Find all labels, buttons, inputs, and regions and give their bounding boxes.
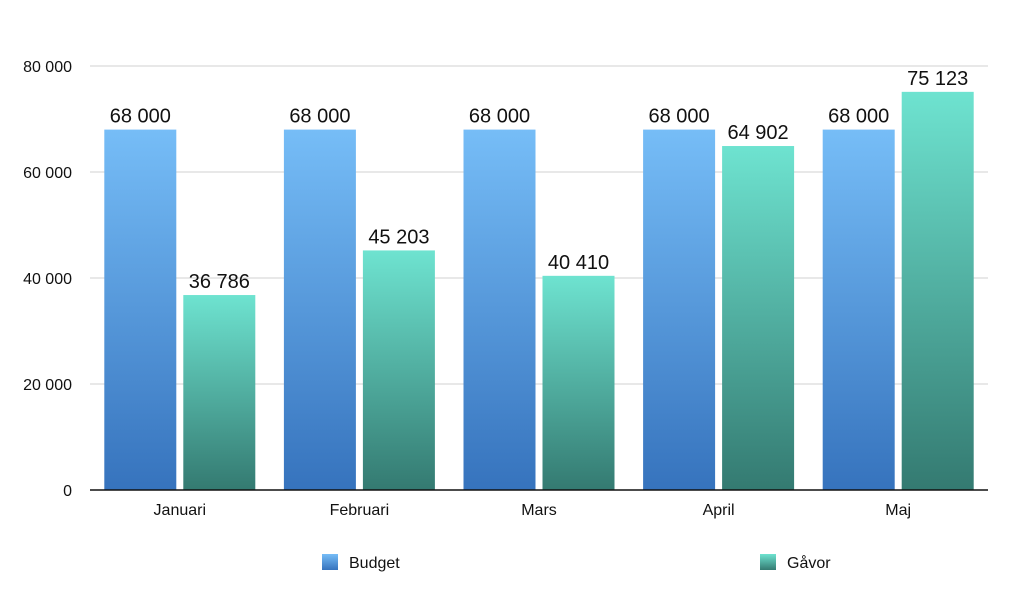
data-label: 40 410 xyxy=(548,252,609,274)
bar-gavor-april xyxy=(722,146,795,490)
data-label: 68 000 xyxy=(828,106,889,128)
legend-swatch-gavor xyxy=(760,554,776,570)
data-label: 36 786 xyxy=(189,271,250,293)
data-label: 68 000 xyxy=(110,106,171,128)
y-tick-label: 0 xyxy=(63,483,72,500)
x-axis: Januari Februari Mars April Maj xyxy=(154,502,912,519)
x-tick-label: Maj xyxy=(885,502,911,519)
bar-budget-april xyxy=(643,129,716,490)
data-labels: 68 000 36 786 68 000 45 203 68 000 40 410 68 0… xyxy=(110,68,969,293)
data-label: 68 000 xyxy=(289,106,350,128)
y-tick-label: 80 000 xyxy=(23,59,72,76)
bar-gavor-januari xyxy=(183,295,256,490)
x-tick-label: Mars xyxy=(521,502,557,519)
data-label: 75 123 xyxy=(907,68,968,90)
bar-gavor-maj xyxy=(901,91,974,491)
legend-swatch-budget xyxy=(322,554,338,570)
bar-budget-januari xyxy=(104,129,177,490)
legend: Budget Gåvor xyxy=(322,554,831,572)
data-label: 68 000 xyxy=(649,106,710,128)
bar-budget-maj xyxy=(822,129,895,490)
y-axis: 0 20 000 40 000 60 000 80 000 xyxy=(23,59,72,500)
y-tick-label: 60 000 xyxy=(23,165,72,182)
bar-budget-februari xyxy=(283,129,356,490)
bars xyxy=(104,91,974,491)
data-label: 64 902 xyxy=(728,122,789,144)
y-tick-label: 20 000 xyxy=(23,377,72,394)
x-tick-label: Februari xyxy=(330,502,390,519)
legend-label-gavor: Gåvor xyxy=(787,554,831,572)
bar-budget-mars xyxy=(463,129,536,490)
bar-gavor-mars xyxy=(542,275,615,490)
data-label: 68 000 xyxy=(469,106,530,128)
x-tick-label: April xyxy=(703,502,735,519)
bar-gavor-februari xyxy=(362,250,435,490)
data-label: 45 203 xyxy=(368,226,429,248)
y-tick-label: 40 000 xyxy=(23,271,72,288)
legend-label-budget: Budget xyxy=(349,555,400,572)
x-tick-label: Januari xyxy=(154,502,206,519)
